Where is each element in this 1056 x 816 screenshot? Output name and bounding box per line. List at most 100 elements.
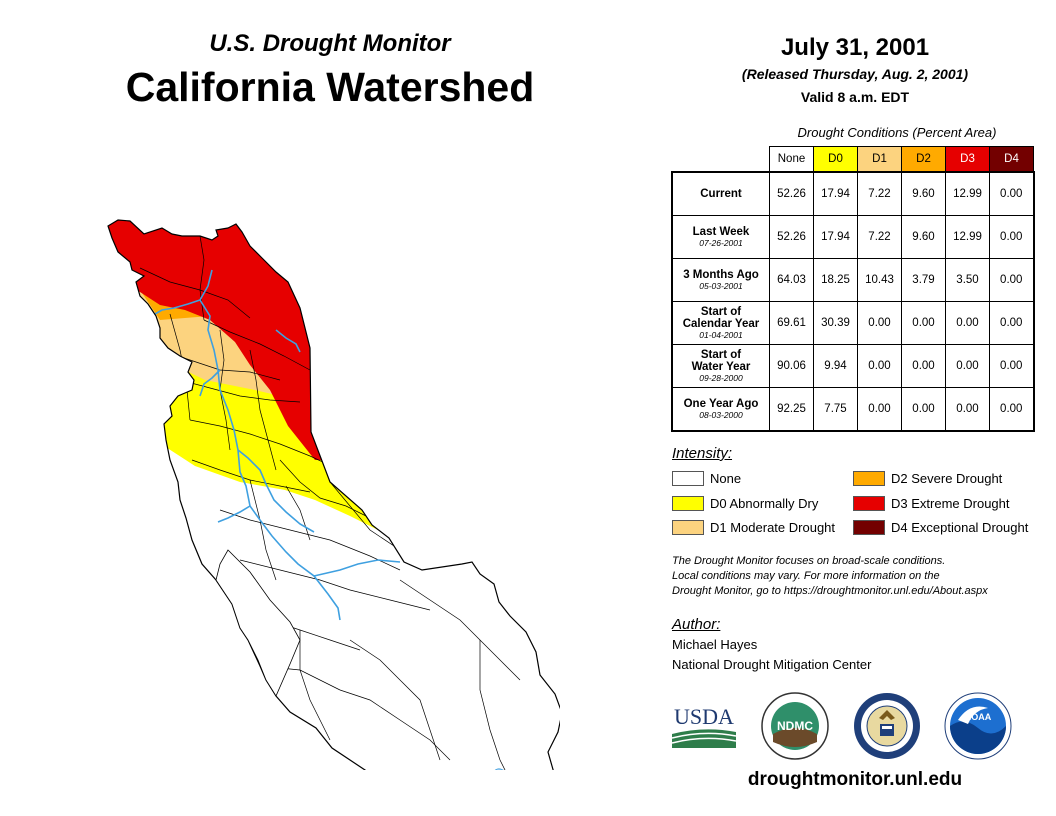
legend-item-d0: D0 Abnormally Dry (672, 496, 818, 511)
legend-item-d1: D1 Moderate Drought (672, 520, 835, 535)
table-cell: 0.00 (901, 344, 946, 388)
commerce-logo (854, 693, 920, 759)
col-header-d3: D3 (945, 146, 990, 173)
row-label-text: Start of (700, 305, 742, 318)
row-date: 09-28-2000 (699, 373, 743, 384)
col-header-none: None (769, 146, 814, 173)
legend-item-none: None (672, 471, 741, 486)
map-subtitle: U.S. Drought Monitor (209, 30, 451, 57)
col-header-d1: D1 (857, 146, 902, 173)
map-date: July 31, 2001 (780, 34, 930, 61)
footnote-line: Local conditions may vary. For more info… (672, 570, 940, 582)
table-cell: 90.06 (769, 344, 814, 388)
valid-time: Valid 8 a.m. EDT (800, 89, 910, 105)
legend-swatch (853, 496, 885, 511)
legend-swatch (672, 496, 704, 511)
legend-swatch (672, 520, 704, 535)
legend-label: D4 Exceptional Drought (891, 520, 1029, 535)
table-cell: 0.00 (857, 301, 902, 345)
row-date: 01-04-2001 (699, 330, 743, 341)
website-link[interactable]: droughtmonitor.unl.edu (747, 769, 963, 790)
noaa-logo: NOAA (944, 692, 1012, 760)
table-cell: 0.00 (989, 171, 1035, 216)
drought-conditions-table: None D0 D1 D2 D3 D4 Current 52.26 17.94 … (671, 146, 1035, 432)
row-label-text: Water Year (691, 361, 751, 374)
table-cell: 52.26 (769, 215, 814, 259)
row-date: 08-03-2000 (699, 410, 743, 421)
row-label-text: Start of (700, 348, 742, 361)
table-header-row: None D0 D1 D2 D3 D4 (672, 146, 1034, 173)
author-heading: Author: (672, 616, 721, 633)
row-date: 07-26-2001 (699, 238, 743, 249)
table-cell: 0.00 (945, 344, 990, 388)
table-cell: 0.00 (857, 387, 902, 432)
table-cell: 3.50 (945, 258, 990, 302)
row-label: Last Week 07-26-2001 (671, 215, 770, 259)
table-cell: 7.22 (857, 215, 902, 259)
table-cell: 12.99 (945, 215, 990, 259)
table-cell: 18.25 (813, 258, 858, 302)
col-header-d2: D2 (901, 146, 946, 173)
california-watershed-map (107, 219, 560, 770)
table-cell: 17.94 (813, 171, 858, 216)
legend-swatch (853, 471, 885, 486)
map-title: California Watershed (125, 64, 535, 110)
table-row: One Year Ago 08-03-2000 92.25 7.75 0.00 0… (671, 387, 1035, 432)
row-label-text: Calendar Year (682, 318, 760, 331)
row-label: 3 Months Ago 05-03-2001 (671, 258, 770, 302)
table-cell: 0.00 (989, 387, 1035, 432)
noaa-logo-text: NOAA (965, 712, 992, 722)
release-date: (Released Thursday, Aug. 2, 2001) (741, 66, 969, 82)
legend-label: D1 Moderate Drought (710, 520, 836, 535)
table-cell: 9.94 (813, 344, 858, 388)
table-cell: 7.22 (857, 171, 902, 216)
table-cell: 0.00 (945, 301, 990, 345)
usda-logo-text: USDA (674, 704, 734, 729)
table-caption: Drought Conditions (Percent Area) (797, 125, 997, 140)
row-label-text: Current (700, 187, 742, 200)
table-cell: 9.60 (901, 171, 946, 216)
row-date: 05-03-2001 (699, 281, 743, 292)
legend-item-d4: D4 Exceptional Drought (853, 520, 1028, 535)
row-label-text: 3 Months Ago (683, 269, 759, 281)
legend-label: D3 Extreme Drought (891, 496, 1010, 511)
table-cell: 0.00 (989, 344, 1035, 388)
table-cell: 30.39 (813, 301, 858, 345)
state-outline-south (215, 549, 301, 697)
row-label: One Year Ago 08-03-2000 (671, 387, 770, 432)
table-cell: 3.79 (901, 258, 946, 302)
table-cell: 0.00 (945, 387, 990, 432)
usda-logo: USDA (671, 704, 737, 748)
table-row: Start of Water Year 09-28-2000 90.06 9.94 … (671, 344, 1035, 388)
table-cell: 17.94 (813, 215, 858, 259)
ndmc-logo-text: NDMC (777, 719, 813, 733)
table-cell: 0.00 (901, 301, 946, 345)
legend-item-d3: D3 Extreme Drought (853, 496, 1010, 511)
row-label: Start of Calendar Year 01-04-2001 (671, 301, 770, 345)
table-cell: 0.00 (989, 301, 1035, 345)
footnote-line: The Drought Monitor focuses on broad-sca… (672, 555, 946, 567)
legend-heading: Intensity: (672, 445, 733, 462)
row-label-text: Last Week (692, 226, 750, 238)
author-org: National Drought Mitigation Center (672, 657, 872, 672)
footnote: The Drought Monitor focuses on broad-sca… (672, 554, 1042, 599)
row-label: Current (671, 171, 770, 216)
table-cell: 0.00 (901, 387, 946, 432)
legend-label: D0 Abnormally Dry (710, 496, 819, 511)
table-cell: 12.99 (945, 171, 990, 216)
table-cell: 92.25 (769, 387, 814, 432)
legend-swatch (672, 471, 704, 486)
legend-label: None (710, 471, 742, 486)
table-cell: 0.00 (857, 344, 902, 388)
author-name: Michael Hayes (672, 637, 758, 652)
table-cell: 69.61 (769, 301, 814, 345)
table-cell: 9.60 (901, 215, 946, 259)
legend-swatch (853, 520, 885, 535)
table-row: 3 Months Ago 05-03-2001 64.03 18.25 10.43… (671, 258, 1035, 302)
table-row: Current 52.26 17.94 7.22 9.60 12.99 0.00 (671, 171, 1035, 216)
table-cell: 0.00 (989, 215, 1035, 259)
legend-label: D2 Severe Drought (891, 471, 1003, 486)
table-cell: 7.75 (813, 387, 858, 432)
table-cell: 0.00 (989, 258, 1035, 302)
footnote-line: Drought Monitor, go to https://droughtmo… (672, 585, 988, 597)
